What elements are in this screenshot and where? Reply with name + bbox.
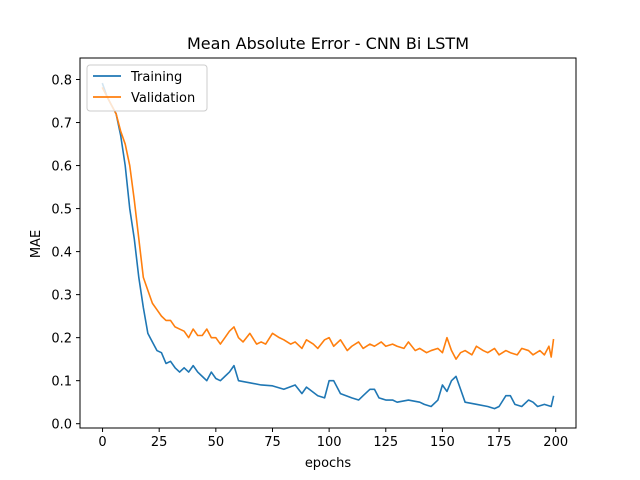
x-tick-label: 150 bbox=[430, 435, 455, 450]
y-tick-label: 0.8 bbox=[51, 74, 72, 89]
x-tick-label: 200 bbox=[543, 435, 568, 450]
y-tick-label: 0.4 bbox=[51, 246, 72, 261]
y-tick-label: 0.1 bbox=[51, 375, 72, 390]
plot-area bbox=[79, 57, 577, 429]
y-axis-label: MAE bbox=[29, 230, 44, 258]
legend-label-validation: Validation bbox=[131, 91, 195, 106]
plot-frame bbox=[79, 57, 577, 429]
series-line-validation bbox=[101, 87, 555, 360]
y-tick-label: 0.6 bbox=[51, 160, 72, 175]
y-tick-label: 0.2 bbox=[51, 332, 72, 347]
y-tick-label: 0.5 bbox=[51, 203, 72, 218]
x-tick-label: 125 bbox=[373, 435, 398, 450]
x-axis-label: epochs bbox=[305, 456, 352, 471]
x-tick-label: 0 bbox=[98, 435, 106, 450]
legend-label-training: Training bbox=[130, 70, 182, 85]
legend: Training Validation bbox=[86, 64, 208, 112]
y-tick-label: 0.7 bbox=[51, 117, 72, 132]
x-tick-label: 100 bbox=[317, 435, 342, 450]
x-tick-label: 50 bbox=[208, 435, 225, 450]
x-tick-label: 175 bbox=[487, 435, 512, 450]
series-line-training bbox=[101, 82, 555, 410]
y-tick-label: 0.0 bbox=[51, 418, 72, 433]
x-tick-label: 25 bbox=[151, 435, 168, 450]
y-axis-ticks: 0.0 0.1 0.2 0.3 0.4 0.5 0.6 0.7 0.8 bbox=[51, 74, 80, 433]
y-tick-label: 0.3 bbox=[51, 289, 72, 304]
chart-title: Mean Absolute Error - CNN Bi LSTM bbox=[187, 34, 469, 53]
x-axis-ticks: 0 25 50 75 100 125 150 175 200 bbox=[98, 428, 568, 450]
x-tick-label: 75 bbox=[264, 435, 281, 450]
